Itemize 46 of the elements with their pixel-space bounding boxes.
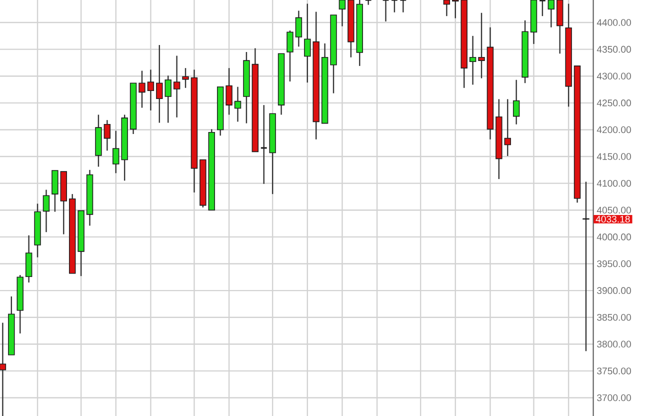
y-tick-label: 4100.00 (596, 180, 631, 187)
candlestick (260, 104, 268, 184)
y-tick-label: 4350.00 (596, 46, 631, 53)
y-tick-label: 3700.00 (597, 394, 631, 402)
candlestick (52, 170, 58, 212)
y-tick-label: 3850.00 (597, 314, 631, 321)
y-tick-label: 3900.00 (597, 287, 631, 294)
candlestick (538, 0, 546, 17)
candlestick (234, 86, 242, 122)
candlestick (504, 98, 511, 157)
candlestick (338, 0, 346, 27)
y-tick-label: 4250.00 (596, 100, 631, 106)
candlestick (156, 44, 163, 124)
y-tick-label: 3750.00 (597, 368, 631, 374)
y-tick-label: 4400.00 (596, 19, 631, 26)
candlestick (164, 74, 172, 124)
candlestick (42, 189, 50, 233)
candlestick (295, 10, 302, 48)
candlestick (478, 12, 485, 79)
candlestick (25, 234, 32, 284)
y-tick-label: 3950.00 (597, 260, 631, 268)
y-tick-label: 3800.00 (597, 340, 631, 348)
y-tick-label: 4000.00 (596, 234, 631, 240)
candlestick (226, 67, 232, 116)
candlestick (382, 0, 390, 22)
candlestick (182, 67, 189, 89)
candlestick (104, 119, 111, 152)
y-tick-label: 4200.00 (596, 126, 631, 134)
candlestick (138, 70, 146, 108)
candlestick (0, 322, 6, 416)
candlestick (286, 30, 294, 82)
candlestick (548, 0, 555, 28)
text: 4033.18 (596, 216, 630, 223)
y-tick-label: 4150.00 (596, 153, 631, 160)
candlestick (147, 69, 154, 112)
candlestick (582, 181, 590, 352)
candlestick (173, 55, 180, 118)
candlestick (443, 0, 450, 17)
candlestick (469, 35, 476, 86)
candlestick (512, 79, 520, 125)
candlestick (112, 130, 120, 174)
candlestick (364, 0, 372, 6)
y-tick-label: 4050.00 (596, 206, 631, 214)
candlestick (399, 0, 407, 13)
candlestick (390, 0, 398, 13)
y-tick-label: 4300.00 (596, 72, 631, 80)
